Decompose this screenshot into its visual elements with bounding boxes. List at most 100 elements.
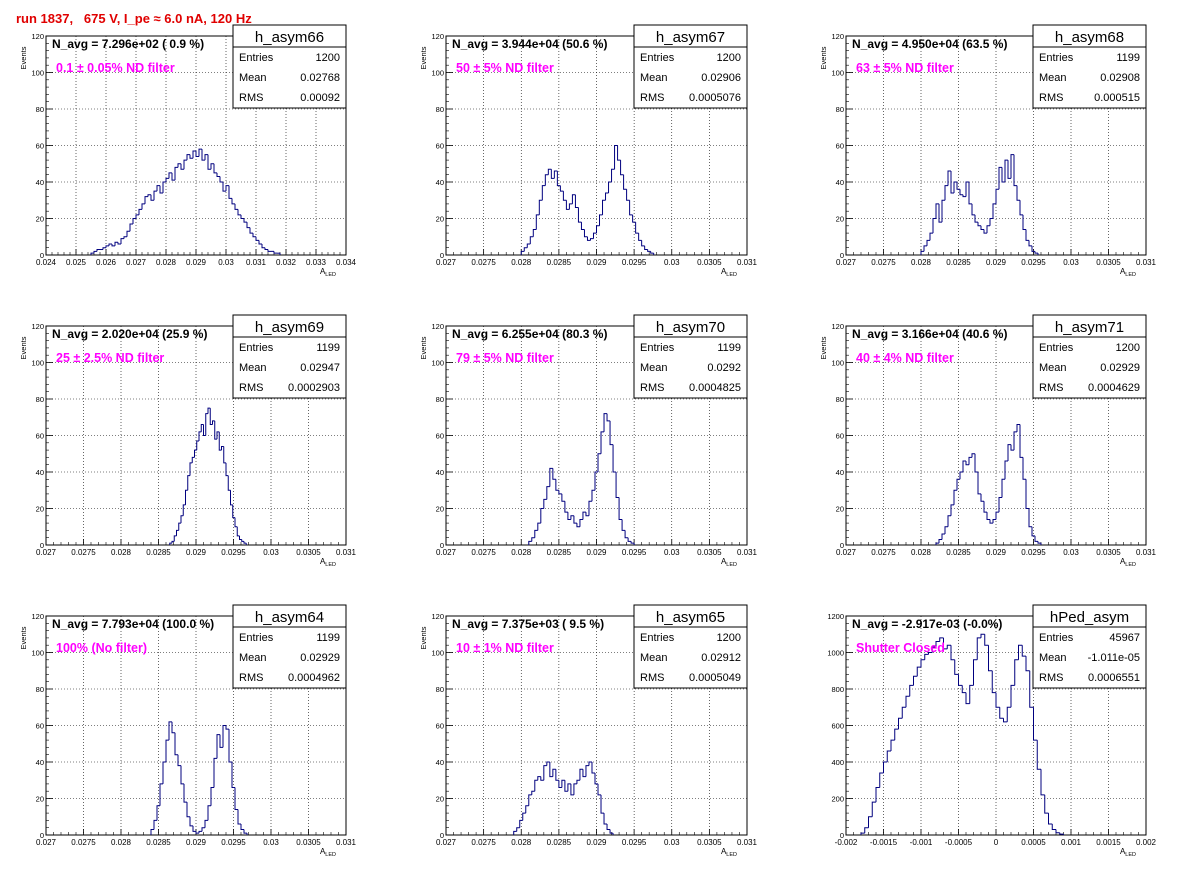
histogram-bin	[941, 199, 945, 223]
histogram-bin	[532, 228, 537, 237]
histogram-bin	[609, 829, 614, 834]
histogram-bin	[549, 467, 553, 487]
histogram-bin	[231, 762, 235, 789]
y-tick-label: 60	[36, 142, 44, 151]
stats-value-entries: 1200	[316, 52, 340, 64]
histogram-bin	[864, 827, 869, 834]
histogram-bin	[573, 783, 577, 795]
histogram-bin	[971, 453, 975, 458]
histogram-bin	[641, 240, 645, 247]
x-axis-title-sub: LED	[325, 852, 336, 858]
x-tick-label: 0.0295	[221, 548, 246, 557]
histogram-bin	[547, 168, 552, 175]
histogram-bin	[225, 725, 229, 730]
histogram-bin	[1031, 245, 1035, 252]
stats-label-rms: RMS	[239, 92, 263, 104]
histogram-bin	[111, 244, 115, 247]
histogram-bin	[1051, 824, 1056, 831]
histogram-panel-hPed_asym: -0.002 -0.0015 -0.001 -0.0005 0 0.0005 0.001 0.…	[827, 604, 1157, 858]
histogram-bin	[977, 222, 981, 227]
x-tick-label: -0.002	[835, 838, 858, 847]
navg-header: N_avg = 7.793e+04 (100.0 %)	[52, 617, 214, 631]
histogram-bin	[916, 666, 921, 677]
histogram-bin	[905, 695, 910, 708]
histogram-bin	[216, 431, 220, 440]
histogram-bin	[621, 519, 626, 531]
y-tick-label: 80	[36, 395, 44, 404]
histogram-bin	[986, 512, 990, 520]
histogram-bin	[526, 243, 531, 248]
histogram-bin	[898, 717, 903, 730]
histogram-bin	[875, 787, 880, 803]
filter-annotation: 50 ± 5% ND filter	[456, 61, 554, 75]
histogram-bin	[1025, 229, 1029, 241]
y-tick-label: 120	[431, 612, 444, 621]
histogram-bin	[1016, 185, 1020, 201]
histogram-bin	[255, 236, 259, 241]
x-tick-label: 0.03	[664, 548, 680, 557]
y-tick-label: 80	[836, 105, 844, 114]
x-tick-label: 0.0285	[946, 258, 971, 267]
histogram-bin	[555, 479, 559, 491]
histogram-bin	[926, 239, 930, 246]
y-tick-label: 80	[36, 105, 44, 114]
y-tick-label: 1200	[827, 612, 844, 621]
stats-label-mean: Mean	[1039, 652, 1067, 664]
histogram-bin	[591, 489, 595, 502]
x-tick-label: 0.031	[737, 838, 758, 847]
histogram-bin	[913, 675, 918, 686]
histogram-bin	[1033, 707, 1038, 741]
x-tick-label: 0.0285	[547, 548, 572, 557]
x-tick-label: 0.03	[664, 838, 680, 847]
histogram-panel-h_asym66: 0.024 0.025 0.026 0.027 0.028 0.029 0.03 0.031 0…	[19, 24, 357, 278]
histogram-bin	[177, 163, 181, 168]
histogram-bin	[168, 172, 172, 179]
histogram-bin	[623, 174, 627, 190]
stats-box	[1032, 626, 1147, 689]
x-tick-label: 0.031	[336, 548, 357, 557]
histogram-bin	[189, 154, 193, 159]
x-tick-label: 0.03	[664, 258, 680, 267]
x-axis-title: ALED	[1120, 847, 1136, 858]
histogram-bin	[552, 768, 556, 777]
y-tick-label: 120	[831, 32, 844, 41]
histogram-bin	[597, 453, 602, 472]
histogram-bin	[931, 646, 936, 653]
histogram-bin	[192, 825, 196, 832]
histogram-bin	[594, 471, 599, 491]
x-axis-title-main: A	[1120, 557, 1126, 566]
y-axis-title: Events	[19, 626, 28, 649]
histogram-bin	[198, 148, 202, 157]
histogram-bin	[205, 413, 208, 436]
histogram-bin	[1059, 832, 1064, 835]
stats-label-rms: RMS	[1039, 672, 1063, 684]
histogram-bin	[1018, 644, 1023, 660]
histogram-bin	[234, 203, 238, 210]
navg-header: N_avg = 7.296e+02 ( 0.9 %)	[52, 37, 204, 51]
y-tick-label: 120	[431, 32, 444, 41]
histogram-bin	[204, 154, 208, 161]
histogram-bin	[264, 247, 268, 251]
x-tick-label: 0.034	[336, 258, 357, 267]
histogram-bin	[986, 225, 990, 234]
histogram-bin	[1055, 829, 1060, 834]
stats-box	[633, 46, 748, 109]
y-tick-label: 0	[840, 831, 844, 840]
histogram-bin	[946, 644, 951, 649]
histogram-bin	[630, 541, 635, 544]
histogram-bin	[267, 249, 271, 252]
histogram-bin	[528, 794, 532, 806]
histogram-bin	[980, 633, 985, 638]
histogram-bin	[976, 637, 981, 660]
histogram-bin	[1001, 167, 1005, 183]
y-tick-label: 100	[831, 359, 844, 368]
histogram-bin	[991, 670, 996, 694]
x-axis-title-sub: LED	[325, 272, 336, 278]
histogram-bin	[614, 145, 618, 170]
histogram-bin	[234, 787, 238, 810]
histogram-bin	[225, 462, 229, 477]
x-tick-label: 0.0295	[622, 258, 647, 267]
histogram-bin	[182, 504, 186, 516]
histogram-bin	[540, 776, 544, 781]
histogram-bin	[883, 761, 888, 773]
